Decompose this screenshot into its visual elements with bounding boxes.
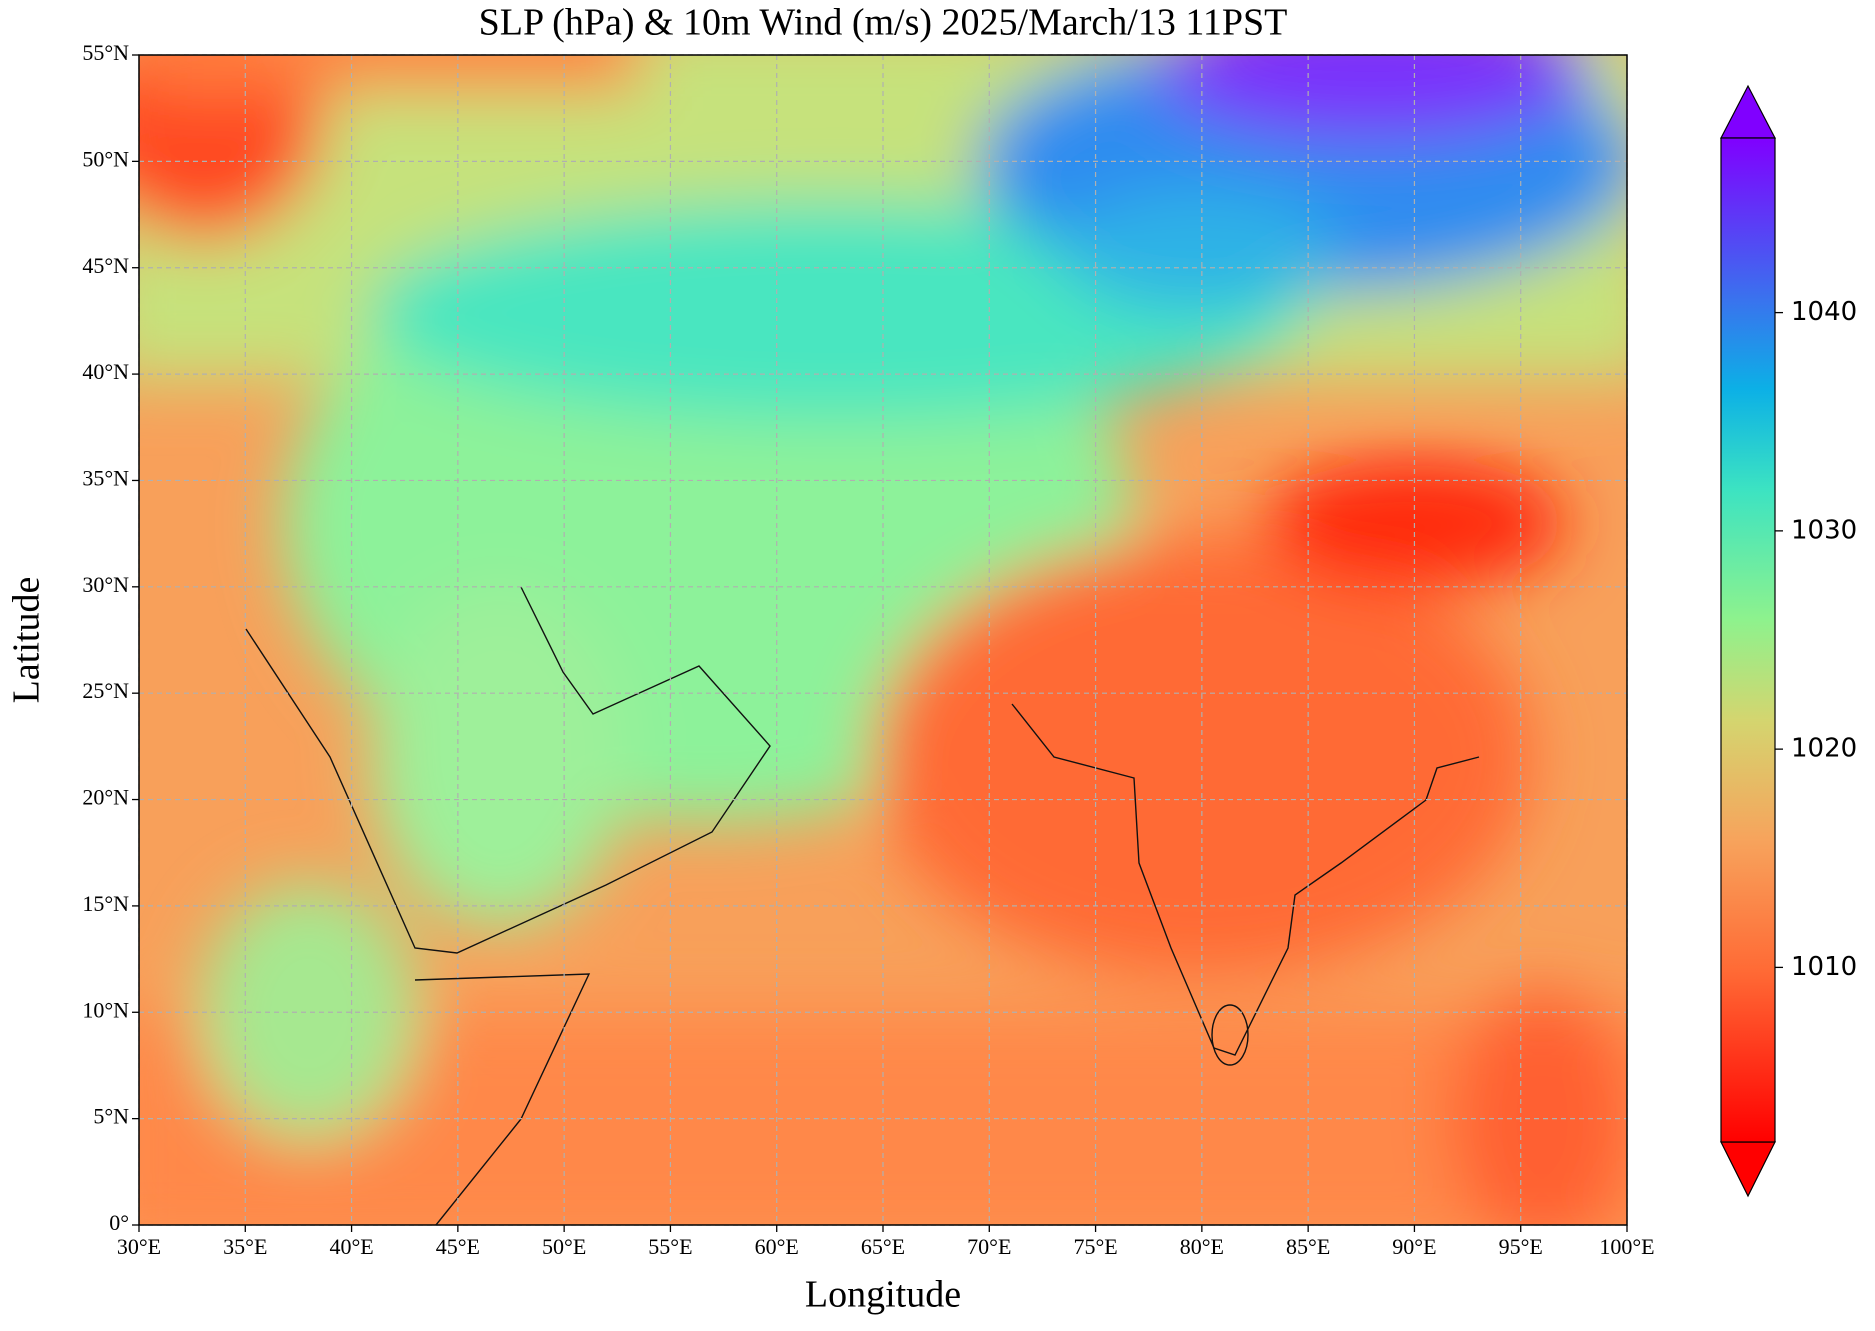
y-tick-label: 50°N [82, 146, 129, 171]
chart-title: SLP (hPa) & 10m Wind (m/s) 2025/March/13… [479, 2, 1288, 44]
y-tick-label: 20°N [82, 785, 129, 810]
x-tick-label: 45°E [436, 1234, 480, 1259]
pressure-field [139, 55, 1627, 1225]
colorbar-tick-label: 1020 [1791, 734, 1857, 764]
y-tick-label: 55°N [82, 40, 129, 65]
coastline-srilanka [1211, 1004, 1249, 1066]
x-tick-label: 90°E [1392, 1234, 1436, 1259]
colorbar-ticks: 1010 1020 1030 1040 [1775, 297, 1857, 982]
x-tick-label: 70°E [967, 1234, 1011, 1259]
colorbar-min-extension [1720, 1141, 1776, 1198]
colorbar-tick-label: 1010 [1791, 952, 1857, 982]
x-tick-label: 95°E [1499, 1234, 1543, 1259]
x-axis-label: Longitude [805, 1274, 961, 1316]
x-tick-label: 100°E [1599, 1234, 1654, 1259]
y-tick-label: 15°N [82, 891, 129, 916]
y-tick-label: 25°N [82, 678, 129, 703]
x-tick-label: 35°E [223, 1234, 267, 1259]
plot-frame [138, 54, 1628, 1226]
coastline-arabia [245, 586, 771, 954]
coastline-horn [414, 973, 591, 1225]
colorbar-tick-label: 1030 [1791, 515, 1857, 545]
x-tick-label: 85°E [1286, 1234, 1330, 1259]
x-tick-label: 50°E [542, 1234, 586, 1259]
colorbar [1720, 84, 1776, 1198]
y-tick-label: 45°N [82, 253, 129, 278]
y-tick-label: 35°N [82, 466, 129, 491]
x-tick-label: 55°E [648, 1234, 692, 1259]
colorbar-tick-label: 1040 [1791, 297, 1857, 327]
y-tick-label: 0° [109, 1210, 129, 1235]
colorbar-scale [1720, 137, 1776, 1143]
x-tick-label: 65°E [861, 1234, 905, 1259]
y-tick-label: 40°N [82, 359, 129, 384]
y-tick-label: 30°N [82, 572, 129, 597]
x-tick-label: 40°E [329, 1234, 373, 1259]
colorbar-max-extension [1720, 84, 1776, 139]
y-tick-label: 10°N [82, 997, 129, 1022]
x-tick-label: 60°E [755, 1234, 799, 1259]
x-tick-label: 80°E [1180, 1234, 1224, 1259]
x-tick-label: 30°E [117, 1234, 161, 1259]
y-tick-label: 5°N [93, 1104, 129, 1129]
x-tick-label: 75°E [1073, 1234, 1117, 1259]
y-axis-label: Latitude [6, 577, 48, 704]
